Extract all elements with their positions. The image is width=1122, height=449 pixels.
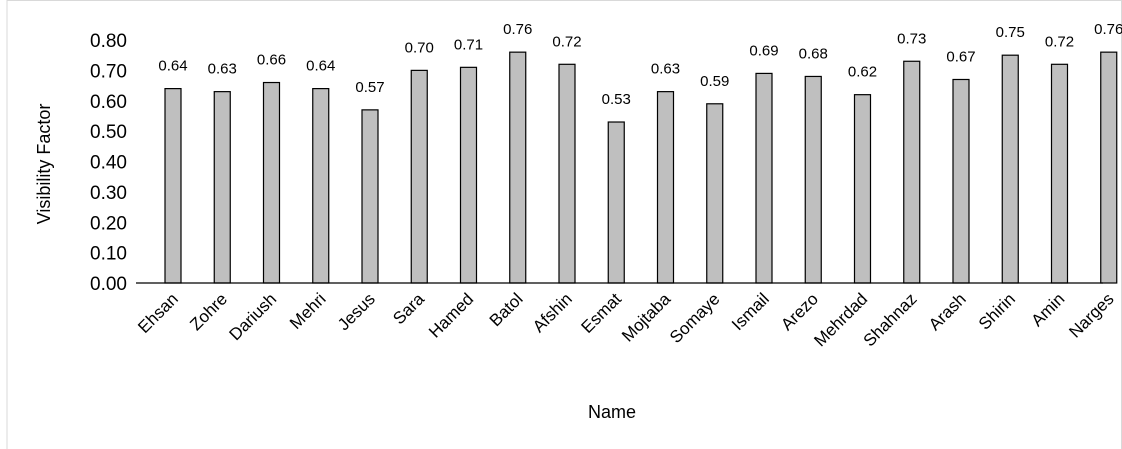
bar-amin	[1050, 63, 1069, 284]
data-label: 0.72	[552, 33, 581, 50]
bar-hamed	[459, 66, 478, 284]
y-tick-label: 0.70	[90, 61, 127, 82]
data-label: 0.62	[848, 64, 877, 81]
y-tick-label: 0.20	[90, 213, 127, 234]
bar-mehri	[312, 87, 330, 284]
bar-zohre	[213, 91, 231, 284]
y-tick-label: 0.40	[90, 153, 127, 174]
bar-shahnaz	[903, 60, 921, 284]
data-label: 0.75	[996, 24, 1025, 41]
bar-arash	[952, 78, 970, 284]
data-label: 0.63	[651, 61, 680, 78]
data-label: 0.59	[700, 73, 729, 90]
bar-dariush	[262, 81, 281, 284]
data-label: 0.53	[602, 91, 631, 108]
data-label: 0.76	[1094, 21, 1122, 38]
bar-narges	[1100, 51, 1118, 284]
y-tick-label: 0.00	[90, 274, 127, 295]
y-tick-label: 0.30	[90, 183, 127, 204]
data-label: 0.69	[749, 42, 778, 59]
data-label: 0.57	[355, 79, 384, 96]
y-tick-label: 0.10	[90, 244, 127, 265]
data-label: 0.63	[208, 61, 237, 78]
data-label: 0.67	[946, 48, 975, 65]
data-label: 0.71	[454, 36, 483, 53]
bar-mojtaba	[656, 91, 675, 284]
bar-somaye	[706, 103, 724, 284]
data-label: 0.64	[306, 58, 335, 75]
data-label: 0.76	[503, 21, 532, 38]
bar-ismail	[755, 72, 773, 284]
bar-batol	[509, 51, 527, 284]
bar-afshin	[558, 63, 576, 284]
data-label: 0.66	[257, 52, 286, 69]
data-label-group: 0.64 0.63 0.66 0.64 0.57 0.70 0.71 0.76 0.72 0.53…	[158, 21, 1122, 108]
y-tick-label: 0.80	[90, 31, 127, 52]
bar-series	[164, 51, 1118, 284]
y-tick-label: 0.50	[90, 122, 127, 143]
data-label: 0.73	[897, 30, 926, 47]
bar-ehsan	[164, 87, 182, 284]
bar-jesus	[361, 109, 379, 284]
data-label: 0.70	[405, 39, 434, 56]
bar-arezo	[804, 75, 822, 284]
data-label: 0.72	[1045, 33, 1074, 50]
bar-esmat	[607, 121, 625, 284]
y-tick-label: 0.60	[90, 92, 127, 113]
data-label: 0.68	[799, 45, 828, 62]
bar-mehrdad	[853, 94, 872, 284]
x-axis-title: Name	[588, 402, 636, 422]
y-axis-ticks: 0.00 0.10 0.20 0.30 0.40 0.50 0.60 0.70 0.80	[90, 31, 127, 295]
y-axis-title: Visibility Factor	[34, 104, 54, 225]
bar-sara	[410, 69, 428, 284]
bar-shirin	[1001, 54, 1019, 284]
data-label: 0.64	[158, 58, 187, 75]
